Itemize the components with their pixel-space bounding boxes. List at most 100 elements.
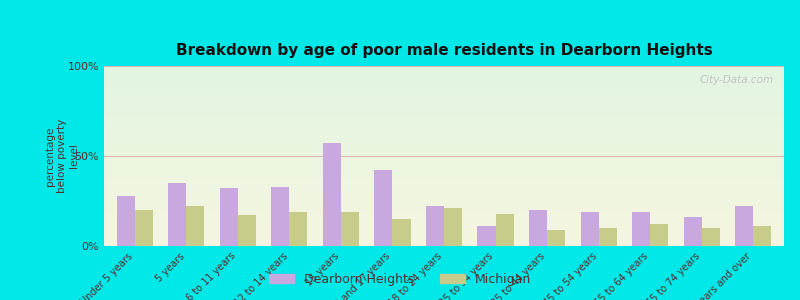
Bar (650, 224, 668, 246)
Bar (104, 215, 784, 216)
Bar (529, 210, 547, 246)
Bar (104, 69, 784, 70)
Bar (104, 213, 784, 214)
Bar (104, 136, 784, 137)
Bar (104, 208, 784, 209)
Bar (426, 206, 444, 246)
Bar (323, 143, 341, 246)
Bar (104, 201, 784, 202)
Bar (104, 192, 784, 193)
Bar (104, 145, 784, 146)
Bar (104, 99, 784, 100)
Bar (104, 180, 784, 181)
Bar (104, 121, 784, 122)
Bar (104, 137, 784, 138)
Bar (104, 118, 784, 119)
Bar (104, 171, 784, 172)
Bar (104, 216, 784, 217)
Bar (104, 198, 784, 199)
Bar (104, 234, 784, 235)
Bar (104, 123, 784, 124)
Bar (104, 226, 784, 227)
Bar (104, 75, 784, 76)
Bar (220, 188, 238, 246)
Bar (104, 146, 784, 147)
Bar (104, 129, 784, 130)
Bar (104, 92, 784, 93)
Bar (104, 205, 784, 206)
Bar (104, 93, 784, 94)
Bar (104, 149, 784, 150)
Bar (104, 244, 784, 245)
Y-axis label: percentage
below poverty
level: percentage below poverty level (46, 119, 78, 193)
Bar (104, 140, 784, 141)
Bar (104, 237, 784, 238)
Bar (104, 68, 784, 69)
Bar (104, 97, 784, 98)
Bar (168, 183, 186, 246)
Bar (104, 130, 784, 131)
Bar (104, 199, 784, 200)
Bar (104, 197, 784, 198)
Bar (104, 76, 784, 77)
Bar (104, 162, 784, 163)
Bar (104, 147, 784, 148)
Bar (104, 236, 784, 237)
Bar (104, 154, 784, 155)
Bar (104, 103, 784, 104)
Bar (104, 164, 784, 165)
Bar (104, 122, 784, 123)
Bar (104, 161, 784, 162)
Bar (135, 210, 153, 246)
Bar (104, 127, 784, 128)
Bar (104, 78, 784, 79)
Bar (104, 84, 784, 85)
Bar (104, 229, 784, 230)
Bar (104, 177, 784, 178)
Bar (104, 104, 784, 105)
Bar (104, 70, 784, 71)
Bar (104, 178, 784, 179)
Bar (104, 165, 784, 166)
Bar (104, 100, 784, 101)
Bar (104, 220, 784, 221)
Bar (104, 148, 784, 149)
Bar (104, 160, 784, 161)
Bar (104, 175, 784, 176)
Bar (104, 150, 784, 151)
Bar (104, 182, 784, 183)
Bar (104, 170, 784, 171)
Bar (104, 107, 784, 108)
Bar (104, 203, 784, 204)
Bar (393, 219, 410, 246)
Bar (495, 214, 514, 246)
Bar (104, 67, 784, 68)
Bar (104, 119, 784, 120)
Bar (104, 223, 784, 224)
Bar (735, 206, 753, 246)
Bar (104, 195, 784, 196)
Bar (104, 106, 784, 107)
Bar (104, 186, 784, 187)
Bar (444, 208, 462, 246)
Bar (104, 77, 784, 78)
Bar (104, 142, 784, 143)
Bar (104, 87, 784, 88)
Bar (104, 225, 784, 226)
Bar (104, 98, 784, 99)
Bar (104, 66, 784, 67)
Bar (104, 219, 784, 220)
Bar (104, 196, 784, 197)
Bar (104, 111, 784, 112)
Bar (104, 81, 784, 82)
Bar (104, 193, 784, 194)
Bar (104, 235, 784, 236)
Bar (104, 185, 784, 186)
Bar (104, 157, 784, 158)
Bar (104, 209, 784, 210)
Bar (104, 112, 784, 113)
Bar (104, 85, 784, 86)
Bar (547, 230, 565, 246)
Bar (104, 173, 784, 174)
Bar (104, 152, 784, 153)
